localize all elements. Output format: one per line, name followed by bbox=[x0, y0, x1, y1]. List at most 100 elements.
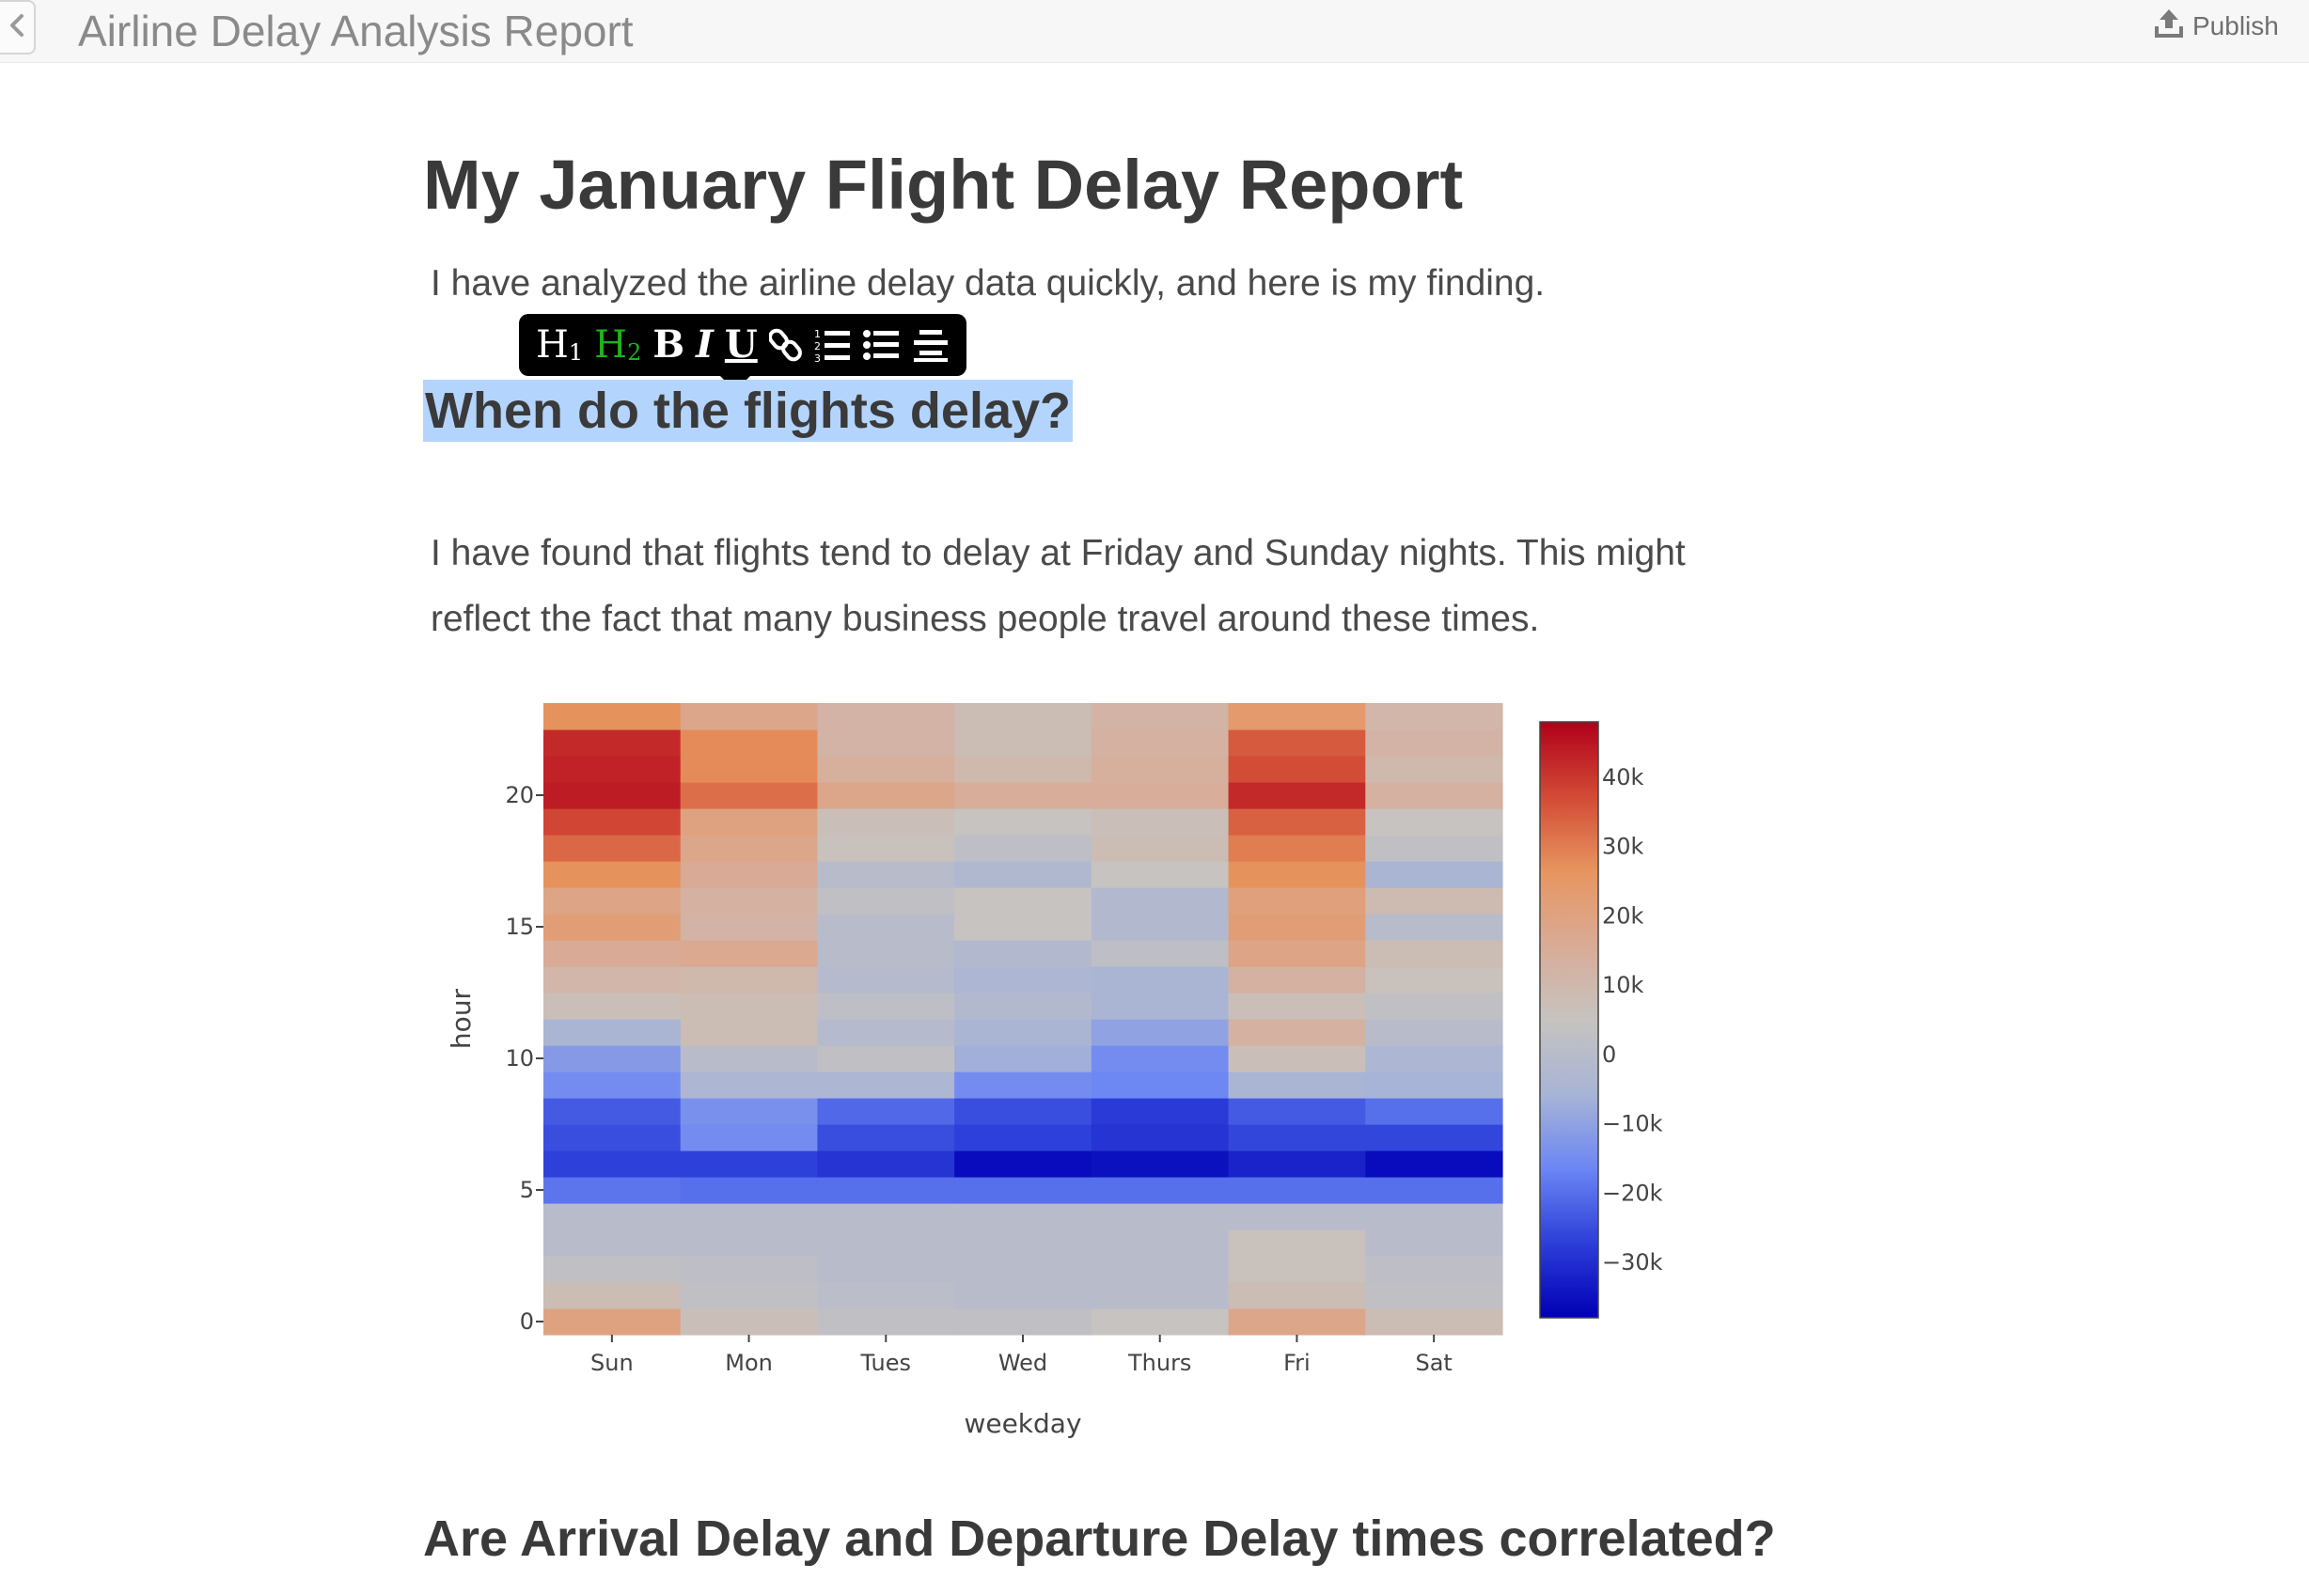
heatmap-cell bbox=[1091, 1203, 1230, 1230]
heatmap-cell bbox=[1365, 1229, 1503, 1257]
heatmap-cell bbox=[1091, 861, 1230, 888]
heatmap-cell bbox=[543, 966, 682, 994]
link-icon[interactable] bbox=[768, 326, 803, 364]
heatmap-cell bbox=[817, 1019, 955, 1046]
heatmap-cell bbox=[817, 1282, 955, 1309]
heatmap-cell bbox=[543, 808, 682, 836]
section-heading-2[interactable]: Are Arrival Delay and Departure Delay ti… bbox=[423, 1510, 1776, 1567]
heatmap-cell bbox=[1091, 756, 1230, 783]
bullet-list-icon[interactable] bbox=[862, 326, 901, 364]
underline-button[interactable]: U bbox=[724, 322, 758, 367]
heatmap-cell bbox=[543, 1229, 682, 1257]
align-center-icon[interactable] bbox=[912, 326, 950, 364]
y-axis-title: hour bbox=[446, 988, 477, 1049]
section-heading-selected[interactable]: When do the flights delay? bbox=[423, 380, 1073, 442]
heatmap-cell bbox=[817, 835, 955, 862]
heatmap-cell bbox=[543, 861, 682, 888]
y-tick-label: 20 bbox=[505, 782, 534, 808]
heatmap-cell bbox=[680, 966, 819, 994]
heatmap-cell bbox=[954, 1308, 1092, 1336]
heatmap-cell bbox=[543, 1072, 682, 1099]
heatmap-cell bbox=[954, 861, 1092, 888]
heatmap-cell bbox=[680, 729, 819, 757]
heatmap-cell bbox=[1365, 1072, 1503, 1099]
heatmap-cell bbox=[1365, 1098, 1503, 1125]
heatmap-cell bbox=[1228, 729, 1366, 757]
heatmap-chart: 0 5 10 15 20 Sun Mon Tues Wed Thurs Fri Sat weekday h… bbox=[423, 626, 1739, 1472]
italic-button[interactable]: I bbox=[696, 322, 714, 367]
x-axis-title: weekday bbox=[964, 1408, 1081, 1439]
y-tick-label: 15 bbox=[505, 914, 534, 940]
publish-button[interactable]: Publish bbox=[2153, 8, 2279, 45]
bold-button[interactable]: B bbox=[652, 322, 685, 367]
heatmap-cell bbox=[1091, 1045, 1230, 1072]
heatmap-cell bbox=[817, 1072, 955, 1099]
heatmap-cell bbox=[1228, 756, 1366, 783]
heatmap-cell bbox=[543, 1203, 682, 1230]
heatmap-cell bbox=[1365, 835, 1503, 862]
heatmap-cell bbox=[680, 1203, 819, 1230]
heatmap-cell bbox=[954, 914, 1092, 941]
heatmap-cell bbox=[543, 940, 682, 967]
heatmap-cell bbox=[1228, 782, 1366, 809]
ordered-list-icon[interactable]: 1 2 3 bbox=[814, 326, 852, 364]
heatmap-cell bbox=[817, 887, 955, 915]
heatmap-cell bbox=[817, 1256, 955, 1283]
heatmap-cell bbox=[1228, 966, 1366, 994]
heatmap-cell bbox=[1091, 1150, 1230, 1178]
heatmap-cell bbox=[1228, 1282, 1366, 1309]
heatmap-cell bbox=[954, 729, 1092, 757]
heatmap-cell bbox=[954, 993, 1092, 1020]
back-button[interactable] bbox=[0, 0, 36, 55]
heatmap-cell bbox=[1091, 1256, 1230, 1283]
heatmap-cell bbox=[1228, 1308, 1366, 1336]
publish-label: Publish bbox=[2192, 11, 2279, 40]
colorbar-tick-label: −10k bbox=[1602, 1111, 1663, 1137]
intro-paragraph[interactable]: I have analyzed the airline delay data q… bbox=[431, 263, 1546, 304]
findings-paragraph[interactable]: I have found that flights tend to delay … bbox=[431, 533, 1686, 639]
colorbar-tick-label: −30k bbox=[1602, 1249, 1663, 1275]
heatmap-cell bbox=[1228, 1045, 1366, 1072]
heatmap-cell bbox=[1365, 703, 1503, 730]
heatmap-cell bbox=[954, 1124, 1092, 1151]
colorbar-tick-label: 0 bbox=[1602, 1041, 1616, 1068]
heatmap-cell bbox=[1365, 1045, 1503, 1072]
heatmap-cell bbox=[1091, 1098, 1230, 1125]
heatmap-cell bbox=[543, 703, 682, 730]
heatmap-cell bbox=[680, 1019, 819, 1046]
x-tick-label: Thurs bbox=[1127, 1350, 1191, 1376]
heatmap-cell bbox=[1091, 835, 1230, 862]
heatmap-cell bbox=[1365, 729, 1503, 757]
heatmap-cell bbox=[680, 756, 819, 783]
heatmap-cell bbox=[1091, 1072, 1230, 1099]
heatmap-cell bbox=[543, 1282, 682, 1309]
heatmap-cell bbox=[1091, 993, 1230, 1020]
heatmap-cell bbox=[954, 1150, 1092, 1178]
heatmap-cell bbox=[954, 966, 1092, 994]
x-tick-label: Wed bbox=[998, 1350, 1047, 1376]
heatmap-cell bbox=[817, 993, 955, 1020]
heatmap-cell bbox=[1091, 1282, 1230, 1309]
heatmap-cell bbox=[1365, 1256, 1503, 1283]
heatmap-cell bbox=[817, 808, 955, 836]
heatmap-cell bbox=[1365, 1150, 1503, 1178]
heatmap-cell bbox=[680, 861, 819, 888]
heatmap-cell bbox=[1365, 887, 1503, 915]
heatmap-cell bbox=[1228, 887, 1366, 915]
page-title[interactable]: My January Flight Delay Report bbox=[423, 146, 1464, 224]
heatmap-cell bbox=[543, 1045, 682, 1072]
colorbar-tick-label: −20k bbox=[1602, 1180, 1663, 1206]
y-tick-label: 0 bbox=[520, 1308, 534, 1335]
heatmap-cell bbox=[543, 729, 682, 757]
heatmap-cell bbox=[1365, 756, 1503, 783]
heatmap-cell bbox=[1365, 782, 1503, 809]
x-tick-label: Mon bbox=[725, 1350, 773, 1376]
heatmap-cell bbox=[954, 703, 1092, 730]
heatmap-cell bbox=[1365, 993, 1503, 1020]
heatmap-cell bbox=[1091, 1308, 1230, 1336]
heatmap-cell bbox=[680, 1282, 819, 1309]
heatmap-cell bbox=[954, 1203, 1092, 1230]
